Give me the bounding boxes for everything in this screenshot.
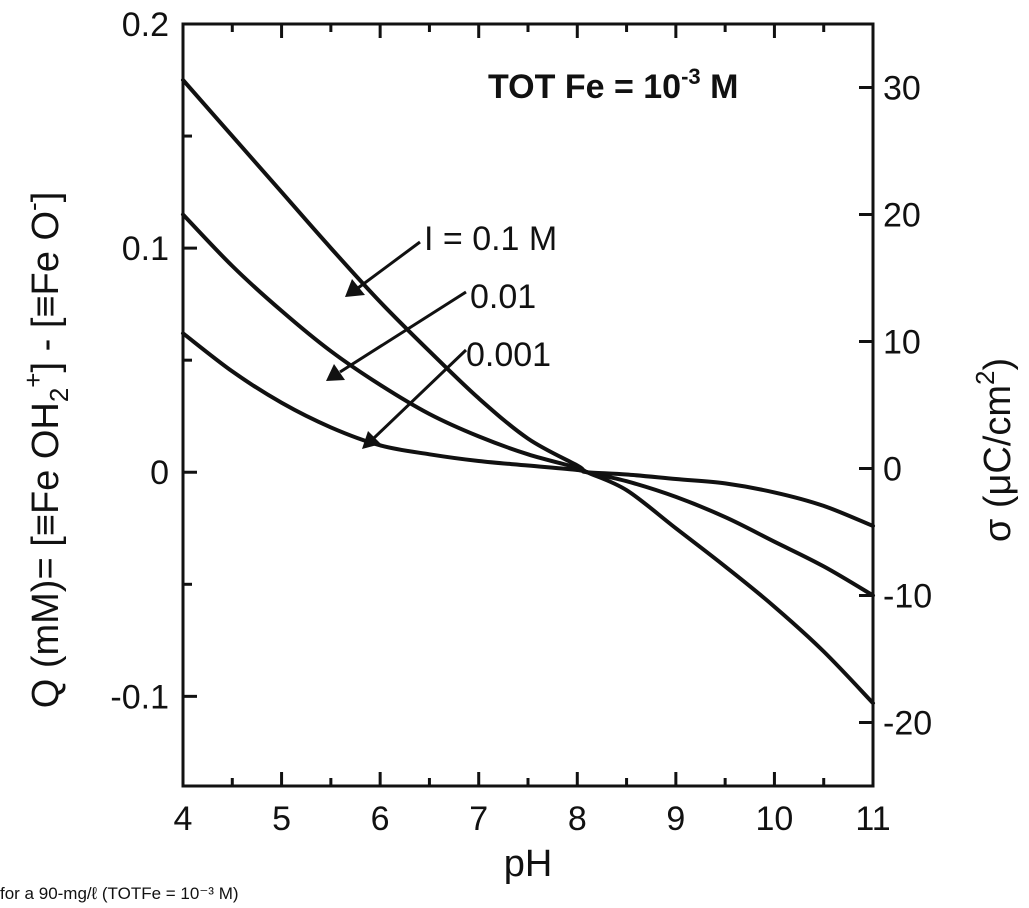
arrow-0001	[362, 348, 468, 449]
y-right-tick-label: -20	[883, 705, 932, 743]
x-tick-label: 8	[568, 800, 587, 838]
y-left-tick-label: -0.1	[110, 678, 169, 716]
series-line-2	[181, 212, 875, 598]
x-axis-title: pH	[504, 843, 553, 884]
x-tick-label: 7	[469, 800, 488, 838]
y-left-tick-label: 0	[150, 454, 169, 492]
y-right-tick-label: 0	[883, 451, 902, 489]
y-right-tick-label: -10	[883, 578, 932, 616]
series-line-3	[181, 331, 875, 528]
x-tick-label: 5	[272, 800, 291, 838]
y-left-tick-label: 0.2	[122, 6, 169, 44]
axis-tick-labels: 4 5 6 7 8 9 10 11 0.2 0.1 0 -0.1 30 20 10 0 -10 -20	[110, 6, 932, 838]
arrow-001	[326, 290, 467, 381]
arrow-i01	[345, 240, 421, 297]
series-line-1	[181, 78, 875, 706]
data-curves	[181, 78, 875, 706]
annotation-tot-fe: TOT Fe = 10-3 M	[488, 64, 738, 106]
annotation-0001: 0.001	[466, 336, 551, 374]
y-right-tick-label: 30	[883, 70, 921, 108]
axis-ticks	[181, 22, 875, 786]
x-tick-label: 10	[756, 800, 794, 838]
y-axis-left-title: Q (mM)= [≡Fe OH2+] - [≡Fe O-]	[18, 192, 74, 709]
y-right-tick-label: 10	[883, 324, 921, 362]
x-tick-label: 11	[855, 800, 890, 838]
annotation-001: 0.01	[470, 278, 536, 316]
x-tick-label: 4	[174, 800, 193, 838]
chart: 4 5 6 7 8 9 10 11 0.2 0.1 0 -0.1 30 20 10 0 -10 -20 TOT F…	[18, 6, 1019, 884]
x-tick-label: 6	[371, 800, 390, 838]
figure-caption: for a 90-mg/ℓ (TOTFe = 10⁻³ M)	[0, 884, 239, 903]
x-tick-label: 9	[666, 800, 685, 838]
y-left-tick-label: 0.1	[122, 230, 169, 268]
y-axis-right-title: σ (μC/cm2)	[970, 358, 1019, 542]
y-right-tick-label: 20	[883, 197, 921, 235]
annotation-i01: I = 0.1 M	[424, 220, 557, 258]
